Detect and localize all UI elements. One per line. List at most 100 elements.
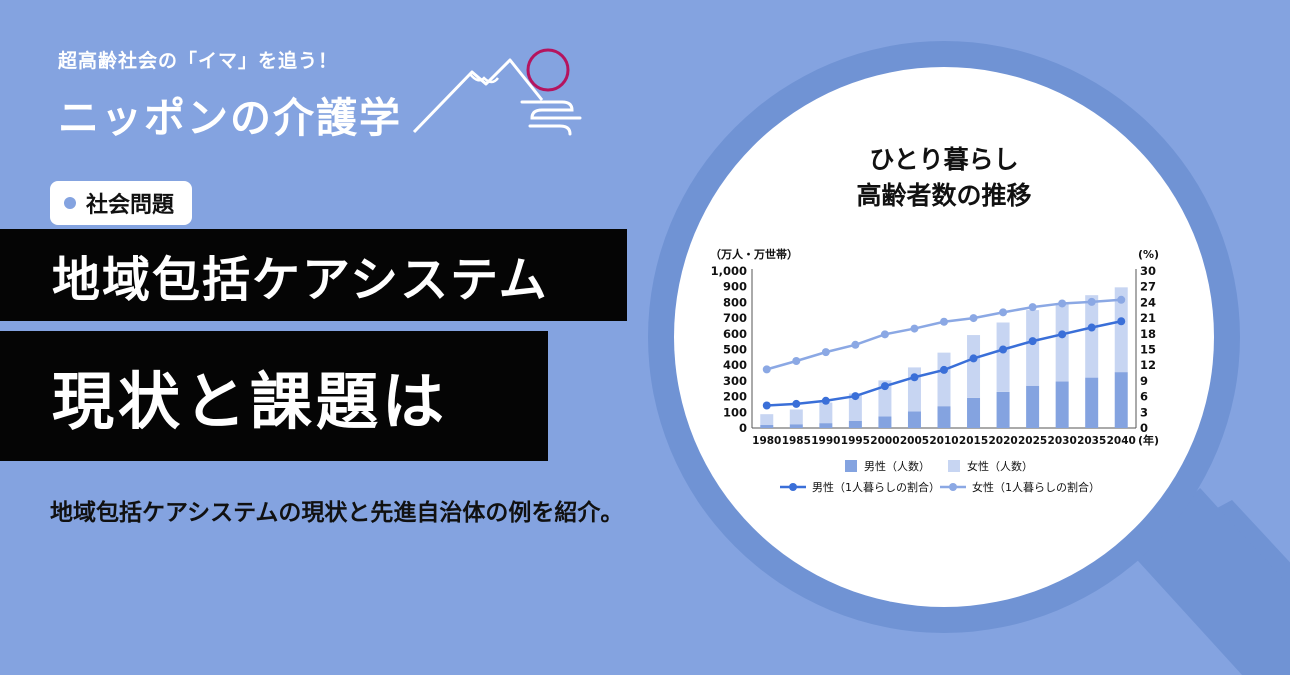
bar-female — [848, 393, 862, 421]
headline-line-2-text: 現状と課題は — [52, 365, 449, 438]
line-female-point — [762, 365, 771, 374]
x-tick-label: 2015 — [959, 435, 988, 447]
y-right-tick-label: 9 — [1140, 374, 1148, 388]
bar-male — [1026, 385, 1040, 428]
bar-female — [878, 380, 892, 417]
x-tick-label: 2025 — [1018, 435, 1047, 447]
bar-female — [937, 352, 951, 407]
y-left-tick-label: 600 — [723, 327, 747, 341]
legend-swatch-male-bar — [845, 460, 857, 472]
y-right-tick-label: 0 — [1140, 421, 1148, 435]
line-female-point — [969, 314, 978, 323]
bar-male — [996, 391, 1010, 428]
line-female-point — [1028, 303, 1037, 312]
line-female-point — [821, 348, 830, 357]
line-female-point — [1087, 297, 1096, 306]
headline-line-1-text: 地域包括ケアシステム — [52, 252, 549, 308]
bar-male — [819, 423, 833, 428]
x-axis-title: (年) — [1138, 433, 1159, 447]
legend-swatch-male-point — [789, 483, 797, 491]
y-left-tick-label: 800 — [723, 295, 747, 309]
bar-male — [967, 397, 981, 428]
y-right-tick-label: 12 — [1140, 358, 1156, 372]
bar-male — [1114, 372, 1128, 428]
line-female-point — [880, 330, 889, 339]
line-female-point — [999, 308, 1008, 317]
legend-label-female-line: 女性（1人暮らしの割合） — [972, 480, 1100, 494]
y-right-tick-label: 30 — [1140, 264, 1156, 278]
y-left-tick-label: 900 — [723, 280, 747, 294]
x-tick-label: 1990 — [811, 435, 840, 447]
y-right-tick-label: 15 — [1140, 343, 1156, 357]
line-male-point — [792, 399, 801, 408]
bar-male — [1085, 377, 1099, 428]
y-left-tick-label: 700 — [723, 311, 747, 325]
headline-line-2: 現状と課題は — [0, 331, 548, 461]
mountain-sun-icon — [412, 48, 582, 136]
line-male-point — [821, 396, 830, 405]
bar-female — [996, 322, 1010, 392]
x-tick-label: 2030 — [1048, 435, 1077, 447]
bar-female — [760, 414, 774, 426]
category-badge: 社会問題 — [50, 181, 193, 225]
line-female-point — [910, 324, 919, 333]
bar-female — [967, 335, 981, 398]
line-female-point — [940, 317, 948, 326]
y-right-tick-label: 3 — [1140, 405, 1148, 419]
y-right-tick-label: 24 — [1140, 295, 1156, 309]
y-right-tick-label: 27 — [1140, 280, 1156, 294]
legend-swatch-female-point — [949, 483, 957, 491]
x-tick-label: 1985 — [782, 435, 811, 447]
x-tick-label: 2035 — [1077, 435, 1106, 447]
x-tick-label: 1980 — [752, 435, 781, 447]
line-male-point — [1087, 323, 1096, 332]
y-left-tick-label: 200 — [723, 390, 747, 404]
line-female-point — [1058, 299, 1067, 308]
bar-female — [1055, 303, 1069, 382]
line-male-point — [999, 345, 1008, 354]
legend-swatch-female-bar — [948, 460, 960, 472]
y-left-tick-label: 400 — [723, 358, 747, 372]
y-right-axis-title: (%) — [1138, 248, 1159, 261]
y-right-tick-label: 21 — [1140, 311, 1156, 325]
y-left-tick-label: 0 — [739, 421, 747, 435]
bar-male — [907, 411, 921, 428]
line-male-point — [880, 382, 889, 391]
line-female-point — [792, 357, 801, 366]
legend-label-male-bar: 男性（人数） — [864, 459, 930, 473]
line-male-point — [940, 365, 948, 374]
x-tick-label: 2005 — [900, 435, 929, 447]
line-male-point — [762, 401, 771, 410]
bar-male — [937, 406, 951, 428]
brand-title: ニッポンの介護学 — [58, 94, 402, 142]
bar-female — [1085, 295, 1099, 378]
category-label: 社会問題 — [86, 193, 175, 218]
x-tick-label: 1995 — [841, 435, 870, 447]
x-tick-label: 2010 — [929, 435, 958, 447]
y-right-tick-label: 18 — [1140, 327, 1156, 341]
chart-title-line-1: ひとり暮らし — [869, 145, 1018, 174]
brand-tagline: 超高齢社会の「イマ」を追う！ — [58, 50, 339, 72]
y-left-tick-label: 300 — [723, 374, 747, 388]
headline-line-1: 地域包括ケアシステム — [0, 229, 627, 321]
bar-male — [878, 416, 892, 428]
bar-male — [789, 424, 803, 428]
bar-female — [1026, 310, 1040, 386]
line-male-point — [1058, 330, 1067, 339]
line-female-point — [851, 340, 860, 349]
line-female-point — [1117, 295, 1126, 304]
y-left-tick-label: 500 — [723, 343, 747, 357]
line-male-point — [910, 373, 919, 382]
line-male-point — [851, 392, 860, 401]
bar-female — [789, 409, 803, 425]
line-male-point — [1028, 337, 1037, 346]
y-left-tick-label: 100 — [723, 405, 747, 419]
x-tick-label: 2000 — [870, 435, 899, 447]
bar-male — [848, 420, 862, 428]
y-left-axis-title: （万人・万世帯） — [710, 247, 798, 261]
description-text: 地域包括ケアシステムの現状と先進自治体の例を紹介。 — [50, 500, 624, 526]
bar-male — [1055, 381, 1069, 428]
x-tick-label: 2020 — [988, 435, 1017, 447]
line-male-point — [969, 354, 978, 363]
